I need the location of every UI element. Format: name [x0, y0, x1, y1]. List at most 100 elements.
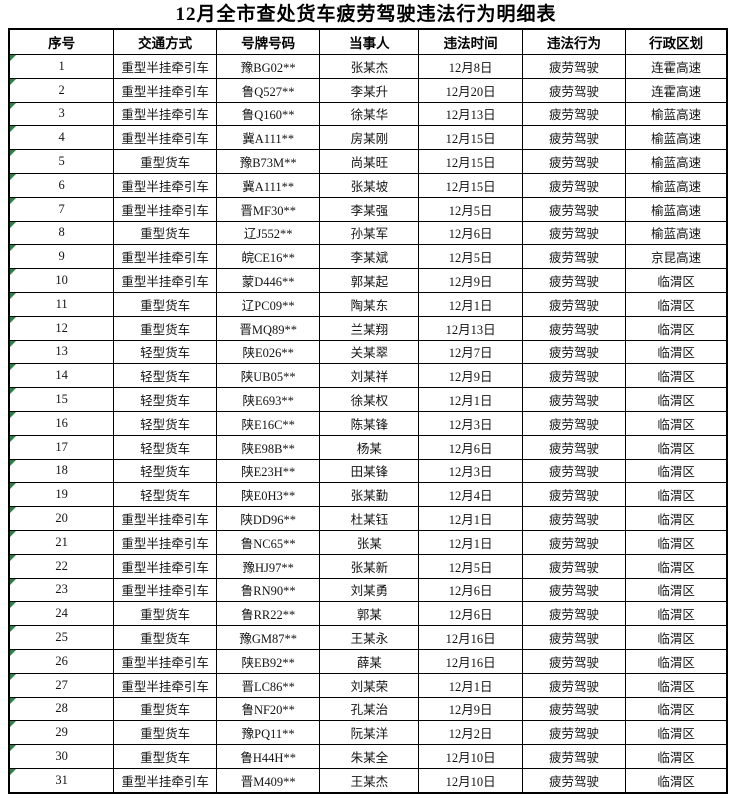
- row-number: 23: [55, 582, 68, 597]
- cell-date: 12月6日: [418, 220, 523, 246]
- cell-person: 朱某全: [319, 744, 420, 769]
- cell-corner-triangle-icon: [10, 364, 16, 371]
- row-number: 4: [58, 130, 65, 145]
- cell-seq: 31: [8, 767, 115, 794]
- cell-district: 临渭区: [625, 696, 728, 722]
- cell-date: 12月9日: [418, 696, 523, 722]
- table-row: 2 重型半挂牵引车 鲁Q527** 李某升 12月20日 疲劳驾驶 连霍高速: [8, 77, 728, 103]
- table-row: 31 重型半挂牵引车 晋M409** 王某杰 12月10日 疲劳驾驶 临渭区: [8, 767, 728, 794]
- cell-date: 12月9日: [418, 268, 523, 293]
- cell-corner-triangle-icon: [10, 341, 16, 347]
- column-header-seq: 序号: [8, 28, 115, 55]
- cell-seq: 25: [8, 625, 115, 650]
- cell-plate: 鲁Q160**: [215, 101, 321, 127]
- cell-mode: 重型半挂牵引车: [113, 125, 217, 151]
- cell-date: 12月3日: [418, 458, 523, 484]
- cell-behavior: 疲劳驾驶: [521, 720, 627, 746]
- table-row: 4 重型半挂牵引车 冀A111** 房某刚 12月15日 疲劳驾驶 榆蓝高速: [8, 125, 728, 151]
- cell-person: 杜某钰: [319, 506, 420, 531]
- cell-behavior: 疲劳驾驶: [521, 315, 627, 341]
- cell-person: 郭某: [319, 601, 420, 627]
- cell-plate: 晋M409**: [215, 767, 321, 794]
- cell-behavior: 疲劳驾驶: [521, 601, 627, 627]
- cell-corner-triangle-icon: [10, 698, 16, 704]
- cell-corner-triangle-icon: [10, 555, 16, 561]
- cell-plate: 陕E98B**: [215, 434, 321, 460]
- table-row: 1 重型半挂牵引车 豫BG02** 张某杰 12月8日 疲劳驾驶 连霍高速: [8, 54, 728, 79]
- cell-behavior: 疲劳驾驶: [521, 529, 627, 555]
- cell-district: 榆蓝高速: [625, 196, 728, 222]
- cell-behavior: 疲劳驾驶: [521, 387, 627, 412]
- table-row: 17 轻型货车 陕E98B** 杨某 12月6日 疲劳驾驶 临渭区: [8, 434, 728, 460]
- cell-behavior: 疲劳驾驶: [521, 458, 627, 484]
- table-row: 22 重型半挂牵引车 豫HJ97** 张某新 12月5日 疲劳驾驶 临渭区: [8, 553, 728, 579]
- cell-mode: 轻型货车: [113, 434, 217, 460]
- cell-person: 郭某起: [319, 268, 420, 293]
- cell-district: 临渭区: [625, 410, 728, 436]
- cell-seq: 7: [8, 196, 115, 222]
- row-number: 2: [58, 82, 65, 97]
- cell-corner-triangle-icon: [10, 412, 16, 418]
- cell-behavior: 疲劳驾驶: [521, 410, 627, 436]
- cell-plate: 鲁RR22**: [215, 601, 321, 627]
- table-row: 11 重型货车 辽PC09** 陶某东 12月1日 疲劳驾驶 临渭区: [8, 291, 728, 317]
- cell-seq: 8: [8, 220, 115, 246]
- cell-seq: 30: [8, 744, 115, 769]
- table-row: 29 重型货车 豫PQ11** 阮某洋 12月2日 疲劳驾驶 临渭区: [8, 720, 728, 746]
- cell-mode: 重型半挂牵引车: [113, 196, 217, 222]
- row-number: 26: [55, 653, 68, 668]
- cell-plate: 鲁NC65**: [215, 529, 321, 555]
- table-row: 3 重型半挂牵引车 鲁Q160** 徐某华 12月13日 疲劳驾驶 榆蓝高速: [8, 101, 728, 127]
- cell-plate: 辽J552**: [215, 220, 321, 246]
- cell-mode: 重型半挂牵引车: [113, 506, 217, 531]
- cell-mode: 轻型货车: [113, 410, 217, 436]
- row-number: 14: [55, 368, 68, 383]
- cell-date: 12月8日: [418, 54, 523, 79]
- cell-person: 刘某祥: [319, 363, 420, 389]
- cell-person: 尚某旺: [319, 149, 420, 174]
- cell-mode: 重型半挂牵引车: [113, 767, 217, 794]
- table-row: 23 重型半挂牵引车 鲁RN90** 刘某勇 12月6日 疲劳驾驶 临渭区: [8, 577, 728, 603]
- row-number: 7: [58, 201, 65, 216]
- cell-behavior: 疲劳驾驶: [521, 77, 627, 103]
- cell-person: 杨某: [319, 434, 420, 460]
- table-row: 21 重型半挂牵引车 鲁NC65** 张某 12月1日 疲劳驾驶 临渭区: [8, 529, 728, 555]
- row-number: 21: [55, 534, 68, 549]
- cell-corner-triangle-icon: [10, 460, 16, 466]
- cell-seq: 27: [8, 672, 115, 698]
- table-row: 28 重型货车 鲁NF20** 孔某治 12月9日 疲劳驾驶 临渭区: [8, 696, 728, 722]
- cell-corner-triangle-icon: [10, 436, 16, 442]
- cell-corner-triangle-icon: [10, 769, 16, 775]
- cell-seq: 6: [8, 172, 115, 198]
- cell-person: 田某锋: [319, 458, 420, 484]
- row-number: 19: [55, 487, 68, 502]
- row-number: 24: [55, 606, 68, 621]
- cell-plate: 陕E23H**: [215, 458, 321, 484]
- cell-corner-triangle-icon: [10, 245, 16, 252]
- cell-plate: 豫BG02**: [215, 54, 321, 79]
- cell-corner-triangle-icon: [10, 269, 16, 276]
- cell-behavior: 疲劳驾驶: [521, 648, 627, 674]
- cell-plate: 蒙D446**: [215, 268, 321, 293]
- cell-mode: 重型货车: [113, 220, 217, 246]
- cell-date: 12月16日: [418, 625, 523, 650]
- table-row: 9 重型半挂牵引车 皖CE16** 李某斌 12月5日 疲劳驾驶 京昆高速: [8, 244, 728, 270]
- cell-date: 12月9日: [418, 363, 523, 389]
- cell-plate: 陕E16C**: [215, 410, 321, 436]
- cell-seq: 5: [8, 149, 115, 174]
- table-row: 13 轻型货车 陕E026** 关某翠 12月7日 疲劳驾驶 临渭区: [8, 339, 728, 365]
- cell-date: 12月1日: [418, 387, 523, 412]
- cell-corner-triangle-icon: [10, 483, 16, 490]
- cell-behavior: 疲劳驾驶: [521, 577, 627, 603]
- cell-seq: 2: [8, 77, 115, 103]
- column-header-behavior: 违法行为: [521, 28, 627, 55]
- cell-date: 12月10日: [418, 767, 523, 794]
- row-number: 17: [55, 439, 68, 454]
- cell-behavior: 疲劳驾驶: [521, 339, 627, 365]
- cell-seq: 14: [8, 363, 115, 389]
- cell-corner-triangle-icon: [10, 79, 16, 85]
- cell-mode: 重型半挂牵引车: [113, 577, 217, 603]
- row-number: 30: [55, 749, 68, 763]
- row-number: 18: [55, 463, 68, 478]
